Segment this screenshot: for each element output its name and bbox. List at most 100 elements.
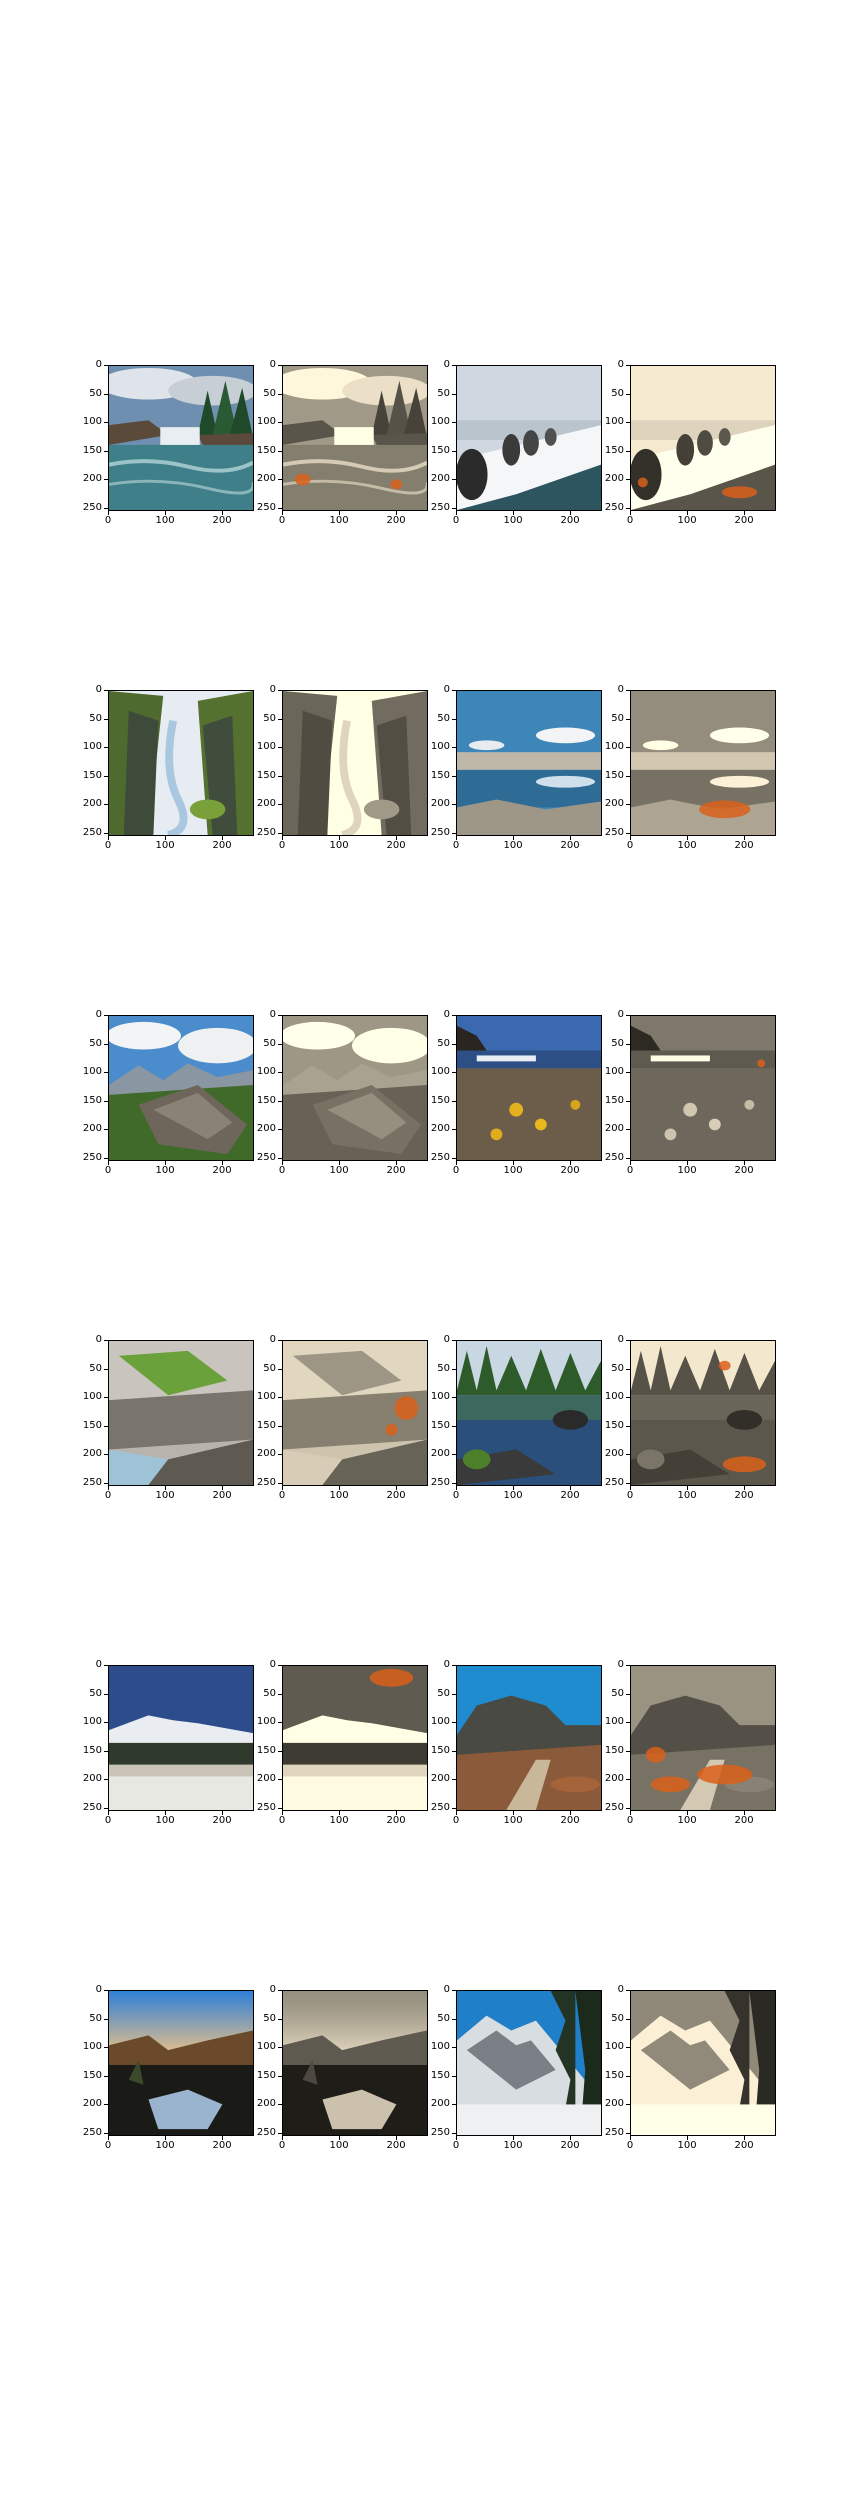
y-tick-label: 0 [443, 684, 450, 695]
image-panel: 0 50 100 150 200 250 0 100 200 [605, 1010, 776, 1176]
y-tick-mark [104, 1340, 108, 1341]
y-tick-mark [104, 1454, 108, 1456]
y-tick-label: 0 [95, 1659, 102, 1670]
y-tick-mark [452, 2047, 456, 2049]
x-tick-label: 0 [104, 840, 112, 851]
y-tick-mark [278, 775, 282, 777]
x-tick-mark [108, 1161, 109, 1165]
coastal-cliffs-flowers-recolored-photo [630, 1015, 776, 1161]
image-panel: 0 50 100 150 200 250 0 100 200 [257, 360, 428, 526]
x-tick-label: 200 [560, 840, 580, 851]
y-tick-mark [104, 1779, 108, 1781]
x-tick-label: 200 [734, 1490, 754, 1501]
x-tick-mark [744, 1811, 746, 1815]
y-tick-label: 150 [430, 2069, 450, 2081]
y-tick-mark [626, 2104, 630, 2106]
y-tick-mark [104, 479, 108, 481]
x-tick-label: 200 [212, 840, 232, 851]
y-tick-mark [104, 1807, 108, 1809]
y-tick-label: 200 [256, 1123, 276, 1135]
y-tick-label: 150 [82, 1419, 102, 1431]
image-panel: 0 50 100 150 200 250 0 100 200 [431, 360, 602, 526]
forest-lake-reflection-recolored-photo [630, 1340, 776, 1486]
y-tick-label: 50 [263, 712, 276, 724]
y-tick-mark [626, 1750, 630, 1752]
y-tick-label: 200 [82, 1448, 102, 1460]
y-tick-label: 150 [256, 1094, 276, 1106]
y-tick-label: 150 [604, 444, 624, 456]
x-tick-label: 200 [386, 2140, 406, 2151]
snowy-rocks-water-photo [456, 365, 602, 511]
y-tick-label: 200 [256, 2098, 276, 2110]
x-tick-label: 0 [104, 515, 112, 526]
y-tick-mark [278, 1072, 282, 1074]
y-tick-mark [626, 479, 630, 481]
y-tick-mark [104, 718, 108, 720]
x-tick-mark [630, 836, 631, 840]
x-tick-label: 0 [626, 1490, 634, 1501]
x-tick-mark [687, 1486, 689, 1490]
y-tick-label: 100 [604, 1716, 624, 1728]
x-tick-label: 100 [155, 2140, 175, 2151]
y-tick-label: 0 [617, 684, 624, 695]
y-tick-label: 200 [430, 473, 450, 485]
y-tick-mark [104, 1100, 108, 1102]
image-panel: 0 50 100 150 200 250 0 100 200 [605, 1335, 776, 1501]
x-tick-mark [222, 836, 224, 840]
y-tick-label: 250 [256, 2126, 276, 2138]
y-tick-mark [452, 1990, 456, 1991]
y-tick-label: 50 [89, 1362, 102, 1374]
y-tick-label: 200 [430, 1123, 450, 1135]
y-tick-mark [452, 1750, 456, 1752]
y-tick-mark [104, 1425, 108, 1427]
x-tick-mark [222, 1486, 224, 1490]
image-panel: 0 50 100 150 200 250 0 100 200 [431, 685, 602, 851]
y-tick-mark [452, 1693, 456, 1695]
x-tick-mark [456, 1161, 457, 1165]
y-tick-label: 100 [256, 741, 276, 753]
y-tick-label: 50 [263, 1362, 276, 1374]
y-tick-mark [278, 2018, 282, 2020]
y-tick-label: 250 [430, 1476, 450, 1488]
y-tick-mark [452, 1157, 456, 1159]
x-tick-mark [282, 1811, 283, 1815]
y-tick-mark [104, 1072, 108, 1074]
y-tick-mark [626, 1454, 630, 1456]
y-tick-mark [278, 1368, 282, 1370]
x-tick-label: 0 [278, 1165, 286, 1176]
y-tick-mark [452, 1454, 456, 1456]
x-tick-label: 0 [104, 2140, 112, 2151]
y-tick-label: 150 [256, 1744, 276, 1756]
y-tick-label: 100 [82, 1716, 102, 1728]
y-tick-mark [278, 1100, 282, 1102]
x-tick-label: 0 [452, 515, 460, 526]
x-tick-mark [687, 836, 689, 840]
y-tick-label: 200 [430, 2098, 450, 2110]
y-tick-label: 100 [430, 741, 450, 753]
y-tick-mark [278, 1722, 282, 1724]
x-tick-mark [339, 1161, 341, 1165]
y-tick-mark [104, 2047, 108, 2049]
y-tick-mark [452, 718, 456, 720]
y-tick-label: 50 [263, 1037, 276, 1049]
desert-hills-recolored-photo [630, 1665, 776, 1811]
x-tick-label: 0 [626, 515, 634, 526]
x-tick-mark [513, 836, 515, 840]
x-tick-mark [396, 1486, 398, 1490]
y-tick-label: 100 [604, 1391, 624, 1403]
y-tick-label: 150 [82, 2069, 102, 2081]
y-tick-label: 50 [437, 387, 450, 399]
y-tick-label: 100 [430, 1066, 450, 1078]
y-tick-mark [626, 422, 630, 424]
y-tick-mark [626, 1990, 630, 1991]
x-tick-label: 0 [626, 1165, 634, 1176]
y-tick-label: 50 [89, 712, 102, 724]
image-panel: 0 50 100 150 200 250 0 100 200 [83, 1985, 254, 2151]
mountain-boulder-photo [108, 1015, 254, 1161]
y-tick-label: 200 [430, 798, 450, 810]
x-tick-mark [165, 2136, 167, 2140]
y-tick-label: 250 [82, 826, 102, 838]
snowy-mountain-trees-recolored-photo [630, 1990, 776, 2136]
y-tick-mark [278, 1157, 282, 1159]
y-tick-mark [278, 832, 282, 834]
